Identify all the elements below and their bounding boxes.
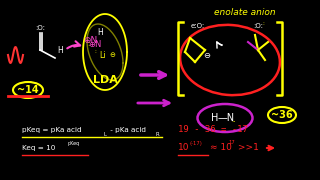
Text: ⊕N: ⊕N: [88, 40, 102, 49]
Text: :: :: [262, 21, 264, 26]
Text: 10: 10: [178, 143, 189, 152]
Text: H: H: [97, 28, 103, 37]
Text: :O:: :O:: [35, 25, 45, 31]
Text: ~14: ~14: [17, 85, 39, 95]
Text: L: L: [103, 132, 106, 136]
Text: e:O:: e:O:: [191, 23, 205, 29]
Text: 19 - 36 = -17: 19 - 36 = -17: [178, 125, 248, 134]
Text: enolate anion: enolate anion: [214, 8, 276, 17]
Text: —N: —N: [217, 113, 235, 123]
Text: Li: Li: [100, 51, 106, 60]
Text: ~36: ~36: [271, 110, 293, 120]
Text: ≈ 10: ≈ 10: [210, 143, 232, 152]
Text: ..: ..: [232, 117, 236, 123]
Text: - pKa acid: - pKa acid: [108, 127, 146, 133]
Text: pKeq = pKa acid: pKeq = pKa acid: [22, 127, 82, 133]
Text: Keq = 10: Keq = 10: [22, 145, 55, 151]
Text: H: H: [57, 46, 63, 55]
Text: :: :: [94, 49, 96, 54]
Text: pKeq: pKeq: [68, 141, 80, 145]
Text: H: H: [211, 113, 219, 123]
Text: LDA: LDA: [92, 75, 117, 85]
Text: >>1: >>1: [235, 143, 259, 152]
Text: R: R: [155, 132, 159, 136]
Text: 17: 17: [228, 141, 235, 145]
Text: ⊖: ⊖: [204, 51, 211, 60]
Text: :O:: :O:: [253, 23, 263, 29]
Text: (-17): (-17): [190, 141, 203, 145]
Text: ⊕N: ⊕N: [83, 35, 97, 44]
Text: ⊖: ⊖: [109, 52, 115, 58]
Text: :: :: [87, 41, 89, 47]
